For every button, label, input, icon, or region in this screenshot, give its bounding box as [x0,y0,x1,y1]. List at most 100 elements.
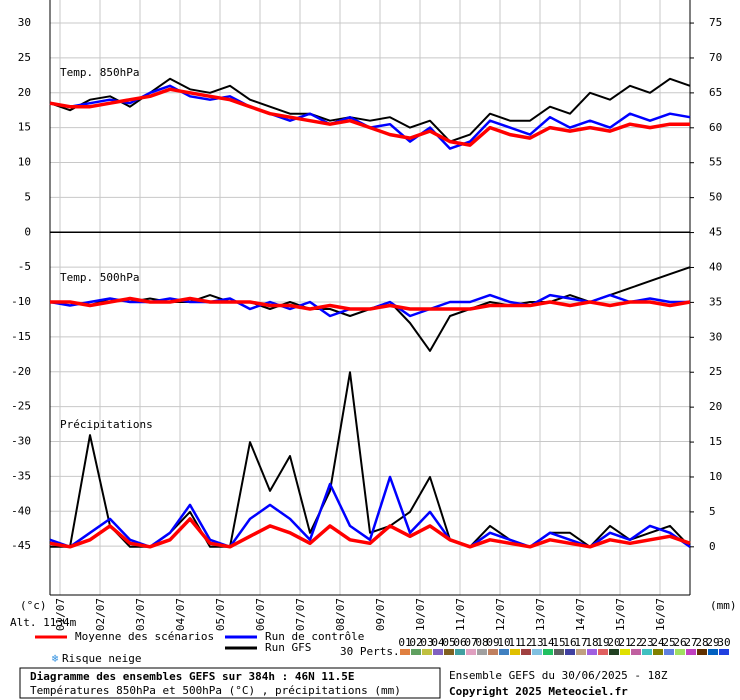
perturbation-label: 02 [409,636,422,649]
perturbation-label: 28 [695,636,708,649]
y-axis-label: (°c) [20,599,47,612]
copyright: Copyright 2025 Meteociel.fr [449,685,628,698]
perturbation-label: 01 [398,636,411,649]
perturbation-swatch [510,649,520,655]
perturbation-swatch [620,649,630,655]
y2-tick-label: 5 [709,505,716,518]
perturbation-swatch [444,649,454,655]
y2-tick-label: 70 [709,51,722,64]
y2-tick-label: 65 [709,86,722,99]
plot-area: 302520151050-5-10-15-20-25-30-35-40-4575… [11,0,722,631]
perturbation-label: 27 [684,636,697,649]
perturbation-label: 16 [563,636,576,649]
perturbation-swatch [686,649,696,655]
x-tick-label: 14/07 [574,598,587,631]
perturbation-swatch [554,649,564,655]
panel-title: Temp. 850hPa [60,66,139,79]
run-info: Ensemble GEFS du 30/06/2025 - 18Z [449,669,668,682]
y2-tick-label: 0 [709,540,716,553]
perturbation-swatch [521,649,531,655]
perturbation-swatch [565,649,575,655]
y2-axis-label: (mm) [710,599,737,612]
y2-tick-label: 20 [709,400,722,413]
perturbation-swatch [719,649,729,655]
y-tick-label: -35 [11,469,31,482]
x-tick-label: 06/07 [254,598,267,631]
series-line [49,517,691,549]
y2-tick-label: 30 [709,330,722,343]
perturbation-label: 17 [574,636,587,649]
chart-subtitle: Températures 850hPa et 500hPa (°C) , pré… [30,684,401,697]
perturbation-label: 13 [530,636,543,649]
perturbation-swatch [433,649,443,655]
perturbation-swatch [653,649,663,655]
perturbation-label: 26 [673,636,686,649]
perturbation-swatch [400,649,410,655]
y-tick-label: 30 [18,16,31,29]
y2-tick-label: 50 [709,191,722,204]
perturbation-swatch [675,649,685,655]
perturbation-label: 09 [486,636,499,649]
perturbation-label: 12 [519,636,532,649]
perturbation-swatch [708,649,718,655]
y2-tick-label: 15 [709,435,722,448]
perturbation-label: 03 [420,636,433,649]
y-tick-label: -15 [11,330,31,343]
perturbation-swatch [642,649,652,655]
y-tick-label: -45 [11,539,31,552]
legend-label: Run de contrôle [265,630,364,643]
series-line [49,77,691,143]
x-tick-label: 05/07 [214,598,227,631]
x-tick-label: 09/07 [374,598,387,631]
legend-label: Moyenne des scénarios [75,630,214,643]
perturbation-label: 21 [618,636,631,649]
x-tick-label: 16/07 [654,598,667,631]
panel-title: Temp. 500hPa [60,271,139,284]
y-tick-label: -5 [18,260,31,273]
x-tick-label: 13/07 [534,598,547,631]
perturbation-label: 30 [717,636,730,649]
y2-tick-label: 45 [709,226,722,239]
perturbation-label: 18 [585,636,598,649]
y-tick-label: 20 [18,86,31,99]
perturbation-swatch [587,649,597,655]
y2-tick-label: 25 [709,365,722,378]
y-tick-label: 5 [24,190,31,203]
perturbation-swatch [455,649,465,655]
y-tick-label: -40 [11,504,31,517]
x-tick-label: 15/07 [614,598,627,631]
y-tick-label: -10 [11,295,31,308]
perturbation-label: 25 [662,636,675,649]
x-tick-label: 03/07 [134,598,147,631]
altitude: Alt. 1134m [10,616,77,629]
perturbation-label: 19 [596,636,609,649]
x-tick-label: 08/07 [334,598,347,631]
series-line [49,87,690,147]
y-tick-label: 25 [18,51,31,64]
perturbation-swatch [499,649,509,655]
y-tick-label: 10 [18,156,31,169]
perturbation-swatch [576,649,586,655]
series-line [50,296,691,311]
perturbation-label: 14 [541,636,555,649]
y2-tick-label: 40 [709,260,722,273]
y-tick-label: -25 [11,400,31,413]
perturbation-label: 06 [453,636,466,649]
snow-icon: ❄ [52,652,59,665]
y-tick-label: 15 [18,121,31,134]
perturbation-label: 24 [651,636,665,649]
perturbation-swatch [422,649,432,655]
y2-tick-label: 10 [709,470,722,483]
y2-tick-label: 60 [709,121,722,134]
x-tick-label: 01/07 [54,598,67,631]
perturbation-label: 22 [629,636,642,649]
title-box [19,667,441,699]
x-tick-label: 07/07 [294,598,307,631]
perturbation-swatch [543,649,553,655]
perturbation-swatch [631,649,641,655]
panel-title: Précipitations [60,418,153,431]
x-tick-label: 10/07 [414,598,427,631]
y-tick-label: -30 [11,435,31,448]
